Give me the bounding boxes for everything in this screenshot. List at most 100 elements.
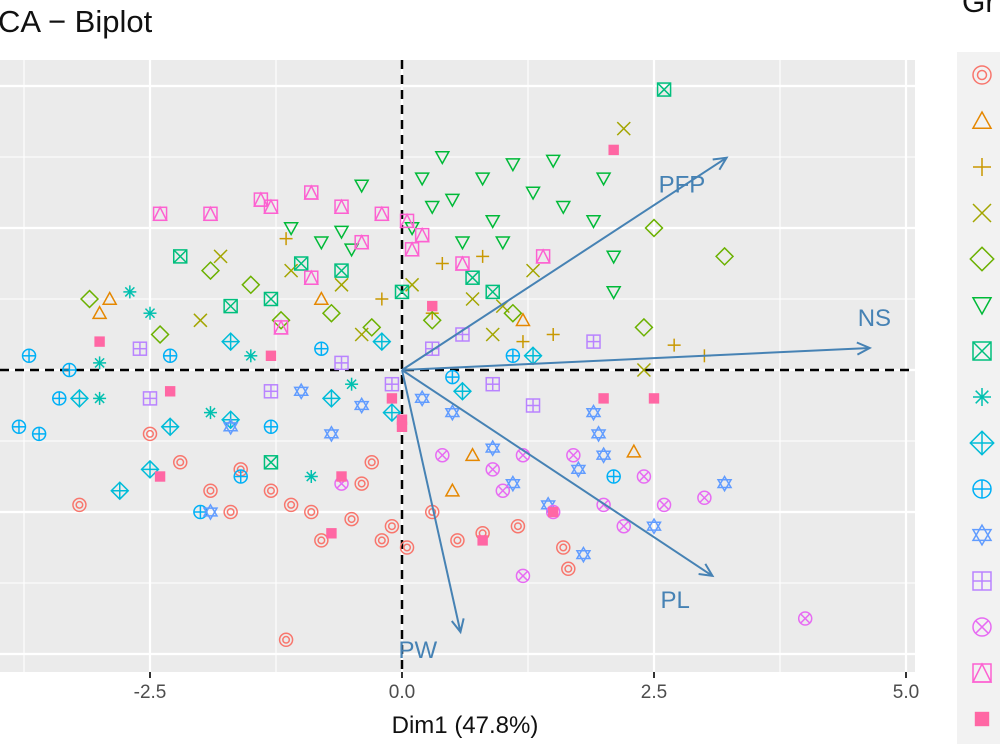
point-marker xyxy=(396,414,408,425)
point-marker xyxy=(570,460,587,479)
variable-label: PW xyxy=(398,637,437,664)
point-marker xyxy=(648,393,660,404)
point-marker xyxy=(495,236,511,251)
grid-lines xyxy=(0,60,915,672)
point-marker xyxy=(202,503,219,521)
point-marker xyxy=(333,225,350,240)
arrow-head xyxy=(698,563,715,578)
point-marker xyxy=(477,535,488,546)
point-marker xyxy=(222,418,239,436)
point-marker xyxy=(283,222,299,237)
point-marker xyxy=(354,476,369,491)
point-marker xyxy=(505,348,521,364)
point-marker xyxy=(605,285,622,300)
point-marker xyxy=(646,517,662,535)
point-marker xyxy=(484,439,501,457)
point-marker xyxy=(333,198,350,214)
point-marker xyxy=(797,611,813,626)
point-marker xyxy=(525,398,541,413)
x-axis: -2.5 0.0 2.5 5.0 xyxy=(134,672,919,703)
variable-label: PFP xyxy=(659,172,706,199)
point-marker xyxy=(263,291,279,307)
point-marker xyxy=(314,533,329,548)
point-marker xyxy=(636,362,651,378)
point-marker xyxy=(972,617,992,637)
point-marker xyxy=(132,341,148,356)
point-marker xyxy=(52,391,67,406)
point-marker xyxy=(221,332,241,352)
point-marker xyxy=(972,203,992,223)
legend xyxy=(969,65,995,727)
point-marker xyxy=(374,533,390,548)
x-tick-label: -2.5 xyxy=(134,682,167,703)
point-marker xyxy=(516,335,530,349)
point-marker xyxy=(715,246,735,266)
point-marker xyxy=(969,430,995,456)
point-marker xyxy=(162,348,178,364)
point-marker xyxy=(974,711,990,727)
point-marker xyxy=(485,462,500,477)
point-marker xyxy=(142,426,158,442)
legend-panel xyxy=(957,52,1000,744)
variable-arrows: PFP NS PL PW xyxy=(398,156,891,664)
point-marker xyxy=(263,483,279,498)
arrow-head xyxy=(856,341,873,356)
point-marker xyxy=(464,447,481,462)
variable-arrow xyxy=(401,346,870,371)
point-marker xyxy=(561,561,576,577)
point-marker xyxy=(283,497,299,513)
point-marker xyxy=(62,362,77,378)
point-marker xyxy=(200,261,220,281)
point-marker xyxy=(396,421,408,432)
point-marker xyxy=(321,388,341,408)
point-marker xyxy=(973,158,991,176)
point-marker xyxy=(382,403,402,423)
point-marker xyxy=(336,471,347,482)
x-tick-label: 2.5 xyxy=(641,682,667,703)
point-marker xyxy=(485,376,500,392)
point-marker xyxy=(72,497,87,513)
point-marker xyxy=(626,443,642,458)
x-tick-label: 0.0 xyxy=(389,682,415,703)
point-marker xyxy=(505,158,521,173)
chart-title: CA − Biplot xyxy=(0,4,153,39)
arrow-head xyxy=(450,618,465,635)
point-marker xyxy=(223,298,238,314)
point-marker xyxy=(444,403,461,422)
point-marker xyxy=(972,65,992,85)
point-marker xyxy=(384,376,400,392)
point-marker xyxy=(93,356,107,370)
point-marker xyxy=(485,327,500,342)
point-marker xyxy=(152,205,168,222)
point-marker xyxy=(123,285,137,299)
point-marker xyxy=(595,172,612,187)
point-marker xyxy=(293,256,309,271)
point-marker xyxy=(164,386,176,397)
point-marker xyxy=(263,419,279,435)
point-marker xyxy=(465,270,480,285)
point-marker xyxy=(608,144,619,156)
point-marker xyxy=(505,474,521,493)
point-marker xyxy=(634,317,654,337)
point-marker xyxy=(193,313,208,328)
point-marker xyxy=(444,482,461,497)
point-marker xyxy=(973,388,991,406)
point-marker xyxy=(616,518,632,534)
point-marker xyxy=(80,289,100,309)
point-marker xyxy=(241,275,261,295)
point-marker xyxy=(548,506,559,518)
point-marker xyxy=(452,381,472,401)
point-marker xyxy=(304,470,318,483)
point-marker xyxy=(445,369,460,385)
point-marker xyxy=(384,518,400,534)
point-marker xyxy=(271,310,291,330)
point-marker xyxy=(450,533,465,548)
point-marker xyxy=(644,218,664,238)
point-marker xyxy=(465,291,480,307)
point-marker xyxy=(142,391,158,406)
arrow-head xyxy=(712,156,729,171)
point-marker xyxy=(474,172,491,187)
point-marker xyxy=(223,504,238,520)
point-marker xyxy=(279,232,293,246)
point-marker xyxy=(304,504,319,520)
